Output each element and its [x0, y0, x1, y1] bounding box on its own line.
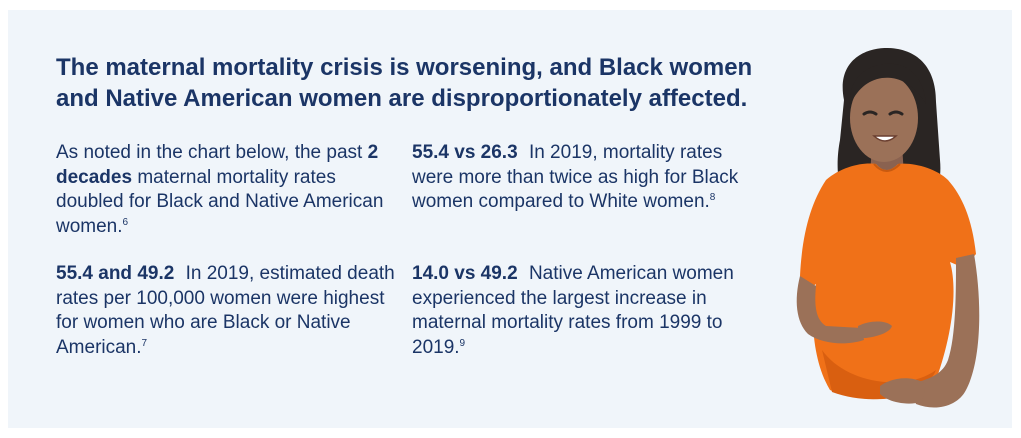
block-text: Native American women experienced the la…: [412, 263, 734, 358]
headline-line-2: and Native American women are disproport…: [56, 85, 748, 112]
stat-figure: 55.4 vs 26.3: [412, 142, 518, 163]
pregnant-woman-illustration: [796, 48, 980, 408]
footnote-ref: 7: [141, 337, 148, 349]
footnote-ref: 8: [709, 192, 716, 203]
stat-block-black-vs-white: 55.4 vs 26.3 In 2019, mortality rates we…: [412, 141, 752, 215]
eye-left: [862, 110, 878, 116]
eye-right: [888, 110, 904, 116]
stat-block-native-american-increase: 14.0 vs 49.2 Native American women exper…: [412, 262, 752, 360]
info-card: The maternal mortality crisis is worseni…: [8, 10, 1012, 428]
block-text: In 2019, estimated death rates per 100,0…: [56, 263, 395, 358]
stat-block-decades: As noted in the chart below, the past 2 …: [56, 141, 396, 239]
headline-line-1: The maternal mortality crisis is worseni…: [56, 54, 753, 81]
collar: [873, 163, 901, 172]
hand-lower: [880, 378, 926, 404]
smile: [872, 135, 898, 142]
footnote-ref: 9: [459, 337, 466, 349]
block-text: In 2019, mortality rates were more than …: [412, 142, 739, 212]
block-text-after: maternal mortality rates doubled for Bla…: [56, 166, 384, 237]
footnote-ref: 6: [122, 216, 129, 228]
stat-block-death-rates: 55.4 and 49.2 In 2019, estimated death r…: [56, 262, 396, 360]
block-text-before: As noted in the chart below, the past: [56, 142, 368, 163]
arm-right: [910, 254, 980, 408]
headline: The maternal mortality crisis is worseni…: [56, 52, 816, 114]
stat-figure: 55.4 and 49.2: [56, 263, 175, 284]
block-emphasis: 2 decades: [56, 142, 379, 188]
hand-upper: [858, 321, 892, 338]
stat-figure: 14.0 vs 49.2: [412, 263, 518, 284]
hair-front: [849, 63, 926, 106]
face: [850, 74, 918, 162]
arm-left: [796, 276, 864, 344]
